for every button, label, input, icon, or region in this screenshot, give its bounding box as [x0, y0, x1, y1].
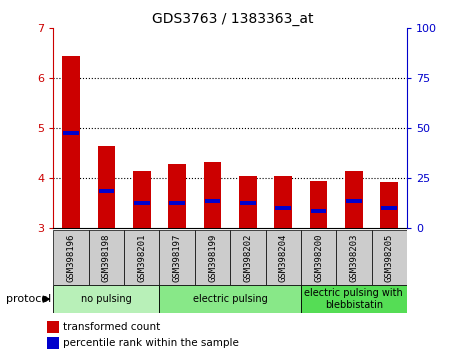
Bar — [62, 56, 80, 228]
Bar — [301, 230, 336, 285]
Bar — [345, 171, 363, 228]
Bar — [134, 201, 150, 205]
Text: percentile rank within the sample: percentile rank within the sample — [63, 338, 239, 348]
Bar — [98, 146, 115, 228]
Bar — [46, 321, 59, 333]
Bar — [266, 230, 301, 285]
Text: no pulsing: no pulsing — [81, 294, 132, 304]
Bar — [239, 176, 257, 228]
Bar — [311, 209, 326, 213]
Text: electric pulsing with
blebbistatin: electric pulsing with blebbistatin — [305, 288, 403, 310]
Bar — [240, 201, 256, 205]
Bar — [169, 201, 185, 205]
Text: GSM398196: GSM398196 — [66, 234, 76, 282]
Bar — [159, 230, 195, 285]
Text: GSM398197: GSM398197 — [173, 234, 182, 282]
Bar — [310, 181, 327, 228]
Bar — [168, 164, 186, 228]
Bar — [53, 230, 89, 285]
Bar — [133, 171, 151, 228]
Bar — [372, 230, 407, 285]
Text: electric pulsing: electric pulsing — [193, 294, 267, 304]
Bar — [274, 176, 292, 228]
Bar — [205, 199, 220, 203]
Bar — [53, 285, 159, 313]
Bar — [195, 230, 230, 285]
Text: GSM398203: GSM398203 — [349, 234, 359, 282]
Text: GSM398201: GSM398201 — [137, 234, 146, 282]
Text: GSM398200: GSM398200 — [314, 234, 323, 282]
Bar — [63, 131, 79, 135]
Bar — [381, 206, 397, 210]
Bar — [124, 230, 159, 285]
Bar — [275, 206, 291, 210]
Text: GDS3763 / 1383363_at: GDS3763 / 1383363_at — [152, 12, 313, 27]
Bar — [204, 162, 221, 228]
Text: protocol: protocol — [6, 294, 51, 304]
Text: GSM398202: GSM398202 — [243, 234, 252, 282]
Text: GSM398205: GSM398205 — [385, 234, 394, 282]
Bar — [380, 182, 398, 228]
Bar — [46, 337, 59, 349]
Text: GSM398204: GSM398204 — [279, 234, 288, 282]
Bar — [99, 189, 114, 193]
Bar — [301, 285, 407, 313]
Text: GSM398199: GSM398199 — [208, 234, 217, 282]
Bar — [346, 199, 362, 203]
Text: GSM398198: GSM398198 — [102, 234, 111, 282]
Bar — [336, 230, 372, 285]
Bar — [159, 285, 301, 313]
Bar — [230, 230, 266, 285]
Text: transformed count: transformed count — [63, 322, 160, 332]
Bar — [89, 230, 124, 285]
